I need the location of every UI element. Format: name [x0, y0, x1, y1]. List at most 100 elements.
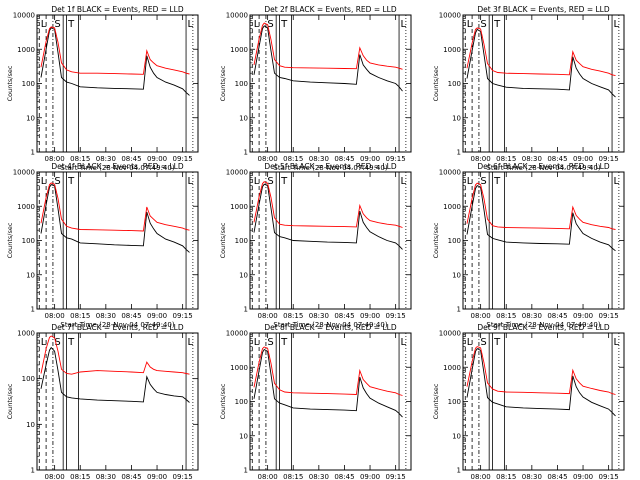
x-tick-label: 09:00	[147, 155, 167, 163]
interval-marker-label: S	[480, 337, 486, 348]
chart-panel-det-8: Det 8f BLACK = Events, RED = LLD 1 10 100 10…	[219, 323, 412, 480]
interval-marker-label: L	[467, 337, 473, 348]
x-tick-label: 09:15	[599, 155, 619, 163]
x-tick-label: 08:45	[547, 155, 567, 163]
series-line-events	[466, 28, 616, 98]
x-tick-label: 09:00	[147, 473, 167, 480]
chart-panel-det-2: Det 2f BLACK = Events, RED = LLD 1 10 100 10…	[219, 5, 412, 172]
interval-marker-label: T	[67, 176, 75, 187]
interval-marker-label: T	[493, 19, 501, 30]
x-tick-label: 09:00	[147, 312, 167, 320]
x-tick-label: 09:15	[386, 155, 406, 163]
y-axis-label: Counts/sec	[219, 65, 227, 101]
interval-marker-label: T	[67, 337, 75, 348]
y-tick-label: 10000	[439, 169, 461, 177]
interval-marker-label: S	[480, 19, 486, 30]
interval-marker-label: T	[493, 176, 501, 187]
chart-title: Det 7f BLACK = Events, RED = LLD	[51, 323, 184, 332]
y-tick-label: 1000	[17, 330, 35, 338]
x-tick-label: 09:15	[173, 312, 193, 320]
y-tick-label: 100	[22, 237, 35, 245]
interval-marker-label: L	[467, 176, 473, 187]
x-tick-label: 08:45	[121, 155, 141, 163]
x-axis-label: Start Time (28-Nov-04 07:49:40)	[486, 164, 600, 172]
y-tick-label: 100	[22, 375, 35, 383]
interval-marker-label: S	[54, 337, 60, 348]
y-tick-label: 10000	[13, 12, 35, 20]
y-tick-label: 10000	[439, 12, 461, 20]
interval-marker-label: T	[493, 337, 501, 348]
series-line-events	[40, 27, 190, 96]
chart-panel-det-5: Det 5f BLACK = Events, RED = LLD 1 10 100 10…	[219, 162, 412, 329]
series-line-events	[253, 183, 403, 250]
y-tick-label: 10000	[439, 330, 461, 338]
x-tick-label: 09:00	[573, 312, 593, 320]
chart-panel-det-9: Det 9f BLACK = Events, RED = LLD 1 10 100 10…	[432, 323, 625, 480]
x-axis-label: Start Time (28-Nov-04 07:49:40)	[60, 321, 174, 329]
plot-frame	[462, 332, 625, 471]
interval-marker-label: L	[614, 176, 620, 187]
y-tick-label: 10	[239, 271, 248, 279]
series-line-lld	[253, 346, 403, 396]
y-tick-label: 100	[22, 80, 35, 88]
y-tick-label: 1000	[443, 46, 461, 54]
plot-frame	[462, 14, 625, 153]
x-tick-label: 08:45	[334, 312, 354, 320]
chart-title: Det 2f BLACK = Events, RED = LLD	[264, 5, 397, 14]
y-tick-label: 10	[239, 432, 248, 440]
x-tick-label: 08:30	[309, 312, 329, 320]
y-tick-label: 10000	[226, 12, 248, 20]
x-tick-label: 08:15	[70, 312, 90, 320]
x-tick-label: 08:15	[496, 312, 516, 320]
y-tick-label: 100	[448, 237, 461, 245]
x-tick-label: 08:15	[283, 473, 303, 480]
y-axis-label: Counts/sec	[6, 383, 14, 419]
interval-marker-label: L	[254, 176, 260, 187]
y-tick-label: 1	[31, 149, 35, 157]
x-tick-label: 08:30	[96, 473, 116, 480]
x-tick-label: 09:00	[360, 312, 380, 320]
x-tick-label: 08:30	[309, 155, 329, 163]
x-tick-label: 08:45	[547, 473, 567, 480]
plot-frame	[249, 332, 412, 471]
x-tick-label: 08:00	[471, 473, 491, 480]
y-axis-label: Counts/sec	[6, 222, 14, 258]
series-line-lld	[40, 26, 190, 75]
y-tick-label: 1	[244, 149, 248, 157]
plot-frame	[36, 171, 199, 310]
interval-marker-label: L	[401, 337, 407, 348]
x-tick-label: 09:00	[360, 473, 380, 480]
y-tick-label: 100	[235, 80, 248, 88]
x-tick-label: 08:30	[96, 155, 116, 163]
interval-marker-label: T	[280, 176, 288, 187]
chart-panel-det-4: Det 4f BLACK = Events, RED = LLD 1 10 100 10…	[6, 162, 199, 329]
x-tick-label: 09:15	[386, 312, 406, 320]
x-tick-label: 08:00	[258, 155, 278, 163]
series-line-lld	[253, 22, 403, 70]
y-tick-label: 1000	[443, 364, 461, 372]
series-line-events	[466, 348, 616, 417]
x-tick-label: 08:15	[496, 155, 516, 163]
y-tick-label: 100	[235, 237, 248, 245]
x-tick-label: 08:45	[121, 312, 141, 320]
series-line-events	[253, 25, 403, 92]
x-tick-label: 08:30	[522, 155, 542, 163]
y-tick-label: 10	[26, 421, 35, 429]
chart-panel-det-7: Det 7f BLACK = Events, RED = LLD 1 10 100 10…	[6, 323, 199, 480]
chart-title: Det 9f BLACK = Events, RED = LLD	[477, 323, 610, 332]
y-tick-label: 10	[239, 114, 248, 122]
x-tick-label: 08:30	[96, 312, 116, 320]
interval-marker-label: S	[54, 176, 60, 187]
y-tick-label: 10000	[13, 169, 35, 177]
y-tick-label: 1	[457, 306, 461, 314]
y-tick-label: 1000	[17, 203, 35, 211]
chart-panel-det-3: Det 3f BLACK = Events, RED = LLD 1 10 100 10…	[432, 5, 625, 172]
series-line-lld	[40, 182, 190, 232]
interval-marker-label: L	[467, 19, 473, 30]
x-tick-label: 09:15	[599, 312, 619, 320]
chart-panel-det-6: Det 6f BLACK = Events, RED = LLD 1 10 100 10…	[432, 162, 625, 329]
y-tick-label: 1000	[230, 46, 248, 54]
series-line-lld	[466, 346, 616, 395]
y-tick-label: 10	[452, 271, 461, 279]
x-tick-label: 08:45	[334, 155, 354, 163]
